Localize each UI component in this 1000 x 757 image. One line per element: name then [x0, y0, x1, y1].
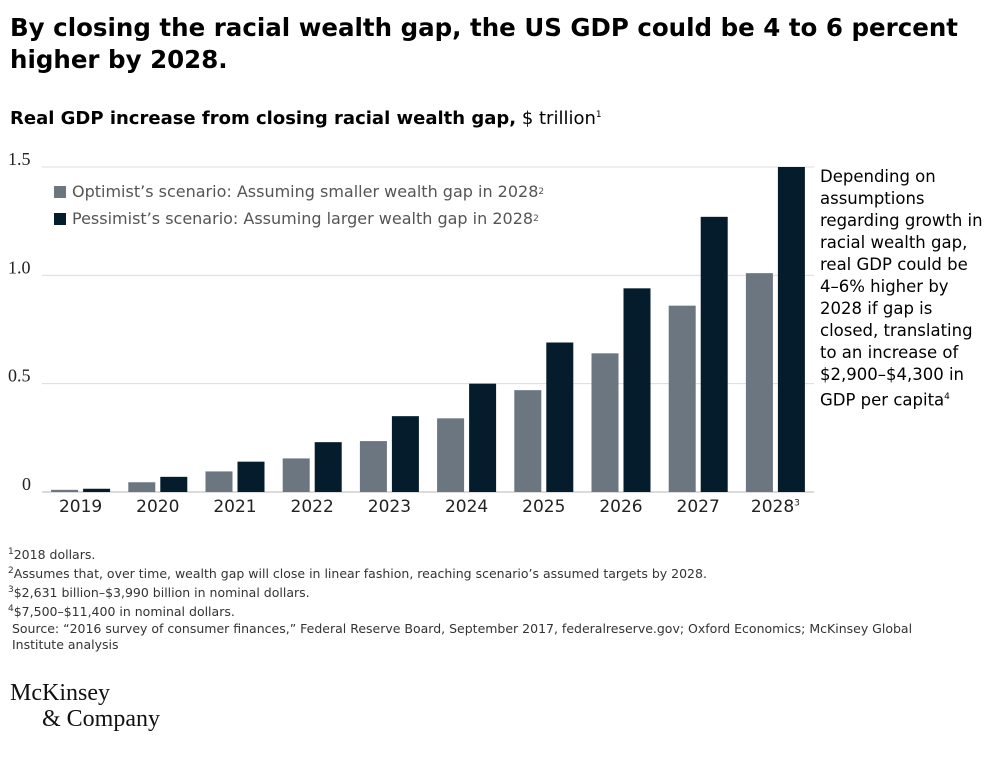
headline: By closing the racial wealth gap, the US… [10, 13, 959, 74]
legend-item-optimist: Optimist’s scenario: Assuming smaller we… [54, 182, 544, 201]
footnote: 3$2,631 billion–$3,990 billion in nomina… [8, 582, 912, 601]
x-tick-label: 2025 [522, 497, 566, 517]
footnote-text: Assumes that, over time, wealth gap will… [13, 566, 707, 582]
bar-pessimist [700, 216, 728, 492]
x-tick-label: 2026 [599, 497, 643, 517]
bar-pessimist [469, 383, 497, 492]
annotation: Depending on assumptions regarding growt… [820, 166, 990, 412]
x-tick-label: 2022 [290, 497, 334, 517]
legend-label-optimist: Optimist’s scenario: Assuming smaller we… [72, 182, 539, 201]
legend-swatch-pessimist [54, 212, 66, 225]
x-tick-label: 2019 [58, 497, 103, 517]
bar-optimist [128, 482, 156, 492]
bar-optimist [359, 441, 387, 492]
x-tick-label: 2021 [213, 497, 257, 517]
bar-pessimist [83, 488, 111, 492]
subtitle-bold: Real GDP increase from closing racial we… [10, 108, 517, 129]
x-tick-label: 2024 [444, 497, 489, 517]
source-text: Institute analysis [8, 636, 119, 652]
source-note: Institute analysis [8, 637, 912, 653]
bar-optimist [51, 489, 79, 492]
source-note: Source: “2016 survey of consumer finance… [8, 621, 912, 637]
bar-optimist [745, 273, 773, 492]
subtitle-unit: $ trillion [516, 108, 596, 129]
source-text: Source: “2016 survey of consumer finance… [8, 620, 913, 636]
y-tick-label: 1.0 [8, 257, 31, 277]
bar-optimist [591, 353, 619, 492]
annotation-text: Depending on assumptions regarding growt… [820, 167, 983, 410]
logo-line-2: & Company [42, 706, 160, 732]
footnote-text: $2,631 billion–$3,990 billion in nominal… [13, 585, 310, 601]
legend-swatch-optimist [54, 185, 66, 198]
y-tick-label: 1.5 [8, 150, 31, 169]
footnotes: 12018 dollars. 2Assumes that, over time,… [8, 544, 912, 653]
bar-pessimist [391, 416, 419, 492]
bar-pessimist [237, 461, 265, 492]
bar-chart: 0 0.5 1.0 1.5 [8, 150, 814, 494]
annotation-sup: 4 [944, 392, 950, 402]
footnote-sup: 4 [8, 604, 14, 615]
footnote-sup: 1 [8, 547, 14, 557]
legend-item-pessimist: Pessimist’s scenario: Assuming larger we… [54, 209, 539, 228]
bar-optimist [282, 458, 310, 492]
bar-pessimist [160, 476, 188, 492]
bar-optimist [437, 418, 465, 492]
footnote-sup: 2 [8, 566, 14, 577]
footnote-sup: 3 [8, 585, 14, 596]
footnote: 12018 dollars. [8, 544, 912, 563]
bar-pessimist [777, 167, 805, 492]
bar-pessimist [623, 288, 651, 492]
x-tick-label: 2020 [136, 497, 180, 517]
footnote: 4$7,500–$11,400 in nominal dollars. [8, 601, 912, 620]
x-tick-label: 20283 [750, 497, 800, 517]
mckinsey-logo: McKinsey & Company [10, 680, 160, 732]
footnote: 2Assumes that, over time, wealth gap wil… [8, 563, 912, 582]
y-tick-label: 0 [22, 474, 31, 494]
bar-pessimist [314, 442, 342, 492]
x-tick-label: 2027 [676, 497, 720, 517]
bar-optimist [205, 471, 233, 492]
bar-optimist [668, 305, 696, 492]
footnote-text: 2018 dollars. [13, 547, 96, 563]
logo-line-1: McKinsey [10, 680, 110, 706]
bar-pessimist [546, 342, 574, 492]
bar-optimist [514, 390, 542, 492]
subtitle-sup: 1 [595, 110, 602, 120]
legend-sup-optimist: 2 [538, 186, 545, 197]
chart-subtitle: Real GDP increase from closing racial we… [10, 108, 602, 129]
legend-sup-pessimist: 2 [533, 213, 539, 224]
footnote-text: $7,500–$11,400 in nominal dollars. [13, 604, 235, 620]
y-tick-label: 0.5 [8, 366, 31, 386]
legend-label-pessimist: Pessimist’s scenario: Assuming larger we… [72, 209, 534, 228]
x-tick-label: 2023 [367, 497, 412, 517]
